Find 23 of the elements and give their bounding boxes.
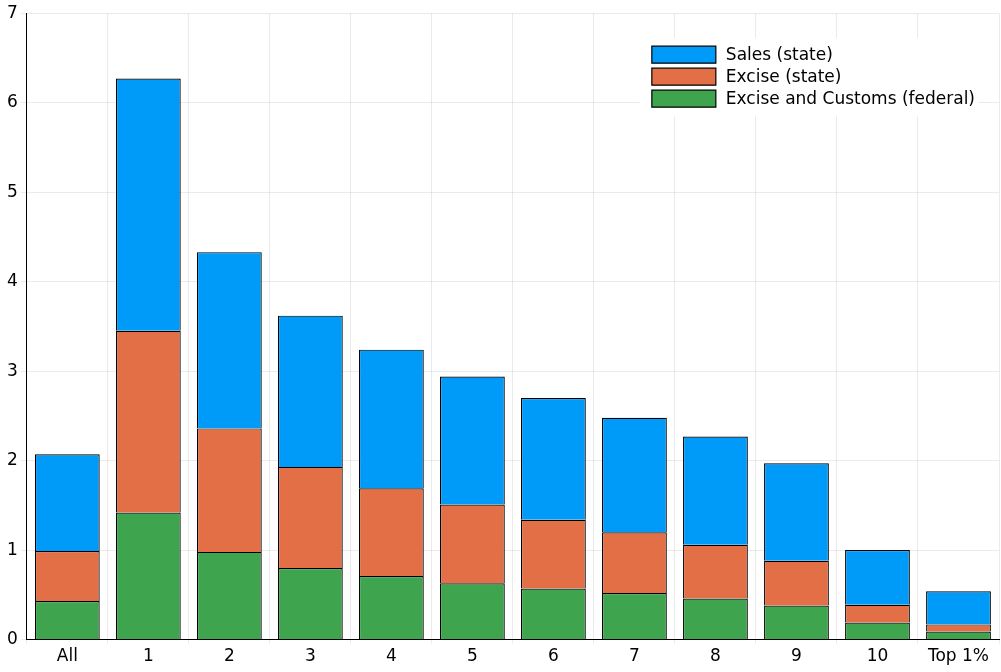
x-tick-label: All (56, 645, 78, 666)
x-tick-label: 1 (142, 645, 154, 666)
y-tick-label: 5 (6, 180, 18, 201)
y-tick-label: 1 (6, 538, 18, 559)
y-tick-label: 0 (6, 628, 18, 649)
y-tick-label: 3 (6, 359, 18, 380)
x-tick-label: 2 (223, 645, 235, 666)
y-tick-label: 2 (6, 449, 18, 470)
x-tick-label: 3 (304, 645, 316, 666)
y-tick-label: 6 (6, 91, 18, 112)
x-tick-label: 5 (466, 645, 478, 666)
legend-label: Excise (state) (725, 65, 842, 86)
x-tick-label: 8 (710, 645, 721, 666)
y-tick-label: 7 (6, 1, 18, 22)
legend-label: Excise and Customs (federal) (725, 87, 975, 108)
x-tick-label: 7 (629, 645, 640, 666)
x-tick-label: Top 1% (926, 645, 990, 666)
legend-label: Sales (state) (725, 43, 833, 64)
x-tick-label: 6 (548, 645, 559, 666)
x-tick-label: 10 (866, 645, 889, 666)
y-tick-label: 4 (6, 270, 18, 291)
x-tick-label: 4 (385, 645, 397, 666)
x-tick-label: 9 (791, 645, 802, 666)
